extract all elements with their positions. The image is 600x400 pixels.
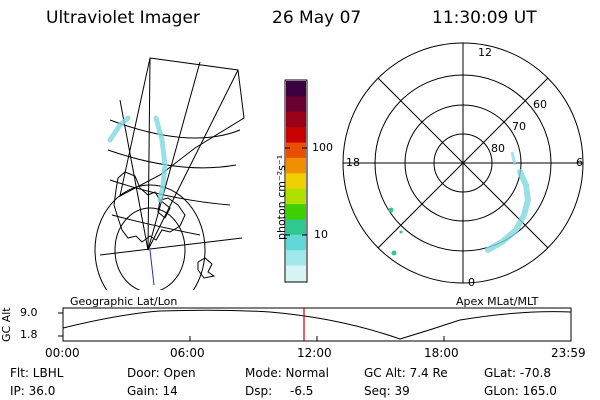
colorbar-tick-label: 100 (312, 141, 333, 154)
geographic-map (94, 57, 245, 290)
lat-arc (109, 119, 241, 139)
info-glat: GLat: -70.8 (484, 366, 551, 380)
info-mode: Mode: Normal (245, 366, 329, 380)
colorbar-segment (286, 111, 306, 128)
info-gain: Gain: 14 (127, 384, 178, 398)
colorbar-tick-label: 10 (314, 228, 328, 241)
colorbar (286, 81, 306, 282)
coastline (157, 199, 171, 219)
lat-arc (111, 214, 201, 236)
aurora-dot (391, 250, 397, 256)
mlt-label-6: 6 (576, 156, 583, 169)
aurora-dot (388, 207, 394, 213)
instrument-title: Ultraviolet Imager (46, 8, 200, 28)
colorbar-segment (286, 173, 306, 190)
aurora-patch (510, 151, 517, 166)
timeline-y-tick-label: 1.8 (20, 328, 38, 341)
altitude-curve (62, 309, 572, 340)
timeline-x-tick-label: 00:00 (45, 346, 80, 360)
colorbar-segment (286, 250, 306, 267)
colorbar-segment (286, 219, 306, 236)
image-time: 11:30:09 UT (432, 8, 537, 28)
mlat-label-70: 70 (512, 120, 526, 133)
coastline (113, 171, 186, 243)
right-panel-caption: Apex MLat/MLT (456, 295, 539, 308)
timeline-x-tick-label: 23:59 (551, 346, 586, 360)
lat-arc (107, 149, 237, 169)
colorbar-segment (286, 157, 306, 174)
colorbar-segment (286, 265, 306, 282)
mlt-diagonal (377, 77, 549, 249)
polar-circle (94, 184, 206, 290)
info-door: Door: Open (127, 366, 196, 380)
colorbar-unit-label: photon cm⁻²s⁻¹ (275, 154, 288, 240)
timeline-x-tick-label: 12:00 (297, 346, 332, 360)
mlt-label-0: 0 (468, 276, 475, 289)
info-dsp-label: Dsp: (245, 384, 273, 398)
mlt-label-18: 18 (346, 156, 360, 169)
timeline-y-tick-label: 9.0 (20, 306, 38, 319)
image-date: 26 May 07 (272, 8, 362, 28)
info-gc-alt: GC Alt: 7.4 Re (364, 366, 448, 380)
aurora-band (107, 115, 131, 143)
colorbar-segment (286, 81, 306, 97)
mlat-label-80: 80 (491, 142, 505, 155)
colorbar-segment (286, 188, 306, 205)
left-panel-caption: Geographic Lat/Lon (70, 295, 178, 308)
lat-arc (109, 179, 231, 206)
info-dsp-value: -6.5 (290, 384, 314, 398)
lon-line (119, 99, 149, 251)
lon-line (99, 237, 243, 256)
colorbar-segment (286, 142, 306, 159)
lon-line (147, 61, 201, 251)
mlat-label-60: 60 (533, 98, 547, 111)
colorbar-segment (286, 234, 306, 251)
lon-line (147, 57, 151, 251)
colorbar-frame (284, 79, 308, 283)
timeline-x-tick-label: 18:00 (424, 346, 459, 360)
mlt-label-12: 12 (478, 46, 492, 59)
altitude-timeline (58, 307, 572, 342)
lon-line (147, 69, 239, 251)
satellite-track (149, 249, 155, 286)
info-ip: IP: 36.0 (10, 384, 56, 398)
aurora-band (153, 115, 168, 203)
info-glon: GLon: 165.0 (484, 384, 557, 398)
timeline-axis-label: GC Alt (0, 307, 13, 342)
colorbar-segment (286, 96, 306, 113)
timeline-x-tick-label: 06:00 (170, 346, 205, 360)
polar-circle (114, 207, 186, 290)
coastline (197, 257, 216, 279)
info-flt: Flt: LBHL (10, 366, 64, 380)
aurora-band (485, 169, 532, 253)
aurora-dot (399, 230, 403, 234)
info-seq: Seq: 39 (364, 384, 410, 398)
colorbar-segment (286, 127, 306, 144)
polar-plot (342, 42, 584, 284)
colorbar-segment (286, 204, 306, 220)
